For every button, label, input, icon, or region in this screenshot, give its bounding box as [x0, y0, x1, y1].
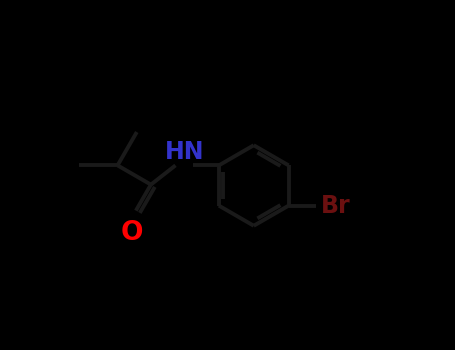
Text: Br: Br [321, 194, 351, 218]
Text: O: O [121, 220, 143, 246]
Text: HN: HN [165, 140, 204, 164]
